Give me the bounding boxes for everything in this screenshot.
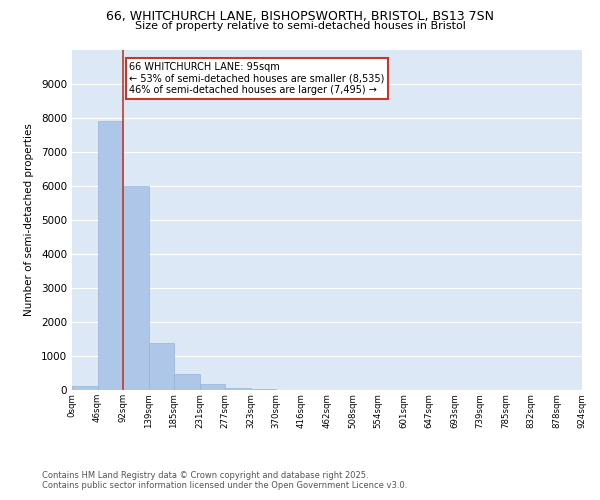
- Text: 66 WHITCHURCH LANE: 95sqm
← 53% of semi-detached houses are smaller (8,535)
46% : 66 WHITCHURCH LANE: 95sqm ← 53% of semi-…: [130, 62, 385, 95]
- Bar: [199, 384, 225, 390]
- Bar: [149, 343, 174, 390]
- Bar: [123, 186, 149, 390]
- Text: Contains HM Land Registry data © Crown copyright and database right 2025.: Contains HM Land Registry data © Crown c…: [42, 471, 368, 480]
- Bar: [72, 386, 97, 390]
- Text: Contains public sector information licensed under the Open Government Licence v3: Contains public sector information licen…: [42, 481, 407, 490]
- Bar: [225, 388, 251, 390]
- Text: Size of property relative to semi-detached houses in Bristol: Size of property relative to semi-detach…: [134, 21, 466, 31]
- Bar: [97, 122, 123, 390]
- Y-axis label: Number of semi-detached properties: Number of semi-detached properties: [24, 124, 34, 316]
- Text: 66, WHITCHURCH LANE, BISHOPSWORTH, BRISTOL, BS13 7SN: 66, WHITCHURCH LANE, BISHOPSWORTH, BRIST…: [106, 10, 494, 23]
- Bar: [174, 374, 199, 390]
- Bar: [251, 388, 276, 390]
